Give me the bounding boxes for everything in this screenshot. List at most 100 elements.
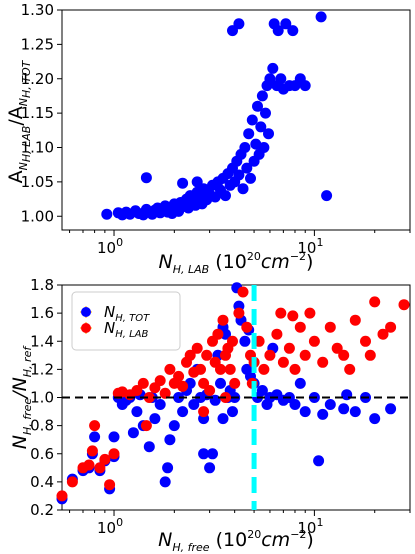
point-2-s1-1 <box>66 476 78 488</box>
point-2-s0-67 <box>349 406 361 418</box>
point-2-s1-69 <box>140 420 152 432</box>
ytick-label-1-1: 1.05 <box>21 173 54 191</box>
point-1-s0-53 <box>246 114 258 126</box>
point-1-s0-49 <box>239 142 251 153</box>
point-2-s0-10 <box>108 431 120 443</box>
point-2-s0-44 <box>227 406 238 418</box>
point-2-s1-57 <box>324 321 336 333</box>
point-1-s0-50 <box>241 162 253 174</box>
point-2-s1-62 <box>369 296 381 308</box>
point-2-s1-13 <box>131 385 143 396</box>
point-2-s1-22 <box>177 380 189 392</box>
point-2-s1-40 <box>229 377 241 389</box>
point-2-s0-54 <box>256 385 268 396</box>
point-2-s1-74 <box>287 310 299 322</box>
point-2-s1-7 <box>99 453 111 465</box>
point-1-s0-74 <box>272 25 284 37</box>
point-1-s0-63 <box>263 128 274 140</box>
top-y-axis-label: ANH, LAB/ANH, TOT <box>5 59 33 183</box>
point-2-s0-26 <box>173 392 185 403</box>
top-panel: 1.00 1.05 1.10 1.15 1.20 1.25 1.30 100 101 NH, … <box>5 1 411 276</box>
ytick-label-2-6: 1.4 <box>30 332 54 350</box>
point-2-s1-29 <box>201 349 213 361</box>
point-1-s0-65 <box>267 62 279 74</box>
point-1-s0-81 <box>140 172 152 184</box>
bottom-x-axis-label: NH, free (1020cm−2) <box>158 528 314 554</box>
point-2-s1-19 <box>164 363 176 375</box>
point-2-s1-43 <box>241 321 253 333</box>
ytick-label-1-3: 1.15 <box>21 104 54 122</box>
point-2-s0-71 <box>313 455 325 467</box>
point-2-s1-41 <box>233 307 245 319</box>
point-2-s1-53 <box>294 321 306 333</box>
point-2-s1-34 <box>215 363 226 375</box>
point-2-s1-48 <box>264 349 276 361</box>
point-2-s0-23 <box>162 462 174 474</box>
point-1-s0-52 <box>245 172 256 184</box>
point-2-s0-36 <box>207 448 218 460</box>
point-2-s1-61 <box>360 335 371 347</box>
legend-lab-marker <box>81 323 91 333</box>
point-2-s1-30 <box>204 385 216 396</box>
point-2-s0-24 <box>164 434 176 446</box>
point-1-s0-78 <box>227 25 238 37</box>
legend-lab-label: NH, LAB <box>104 319 149 340</box>
legend-box <box>71 291 181 351</box>
point-1-s0-56 <box>252 100 263 112</box>
point-2-s0-37 <box>209 394 221 406</box>
ytick-label-1-6: 1.30 <box>21 1 54 19</box>
point-2-s1-50 <box>277 356 289 368</box>
point-2-s1-70 <box>198 406 210 418</box>
point-2-s1-17 <box>154 375 166 387</box>
point-2-s0-14 <box>127 427 139 439</box>
point-1-s0-61 <box>260 107 271 119</box>
point-1-s0-0 <box>101 208 113 220</box>
point-2-s1-65 <box>398 299 410 311</box>
point-2-s1-64 <box>385 321 397 333</box>
point-2-s1-4 <box>86 445 98 457</box>
ytick-label-2-0: 0.2 <box>30 501 54 519</box>
top-y-ticks: 1.00 1.05 1.10 1.15 1.20 1.25 1.30 <box>21 1 62 225</box>
point-1-s0-67 <box>275 73 287 85</box>
legend-tot-marker <box>81 307 91 317</box>
point-2-s1-58 <box>331 342 343 354</box>
point-2-s1-27 <box>195 363 206 375</box>
point-1-s0-40 <box>220 190 231 202</box>
point-1-s0-51 <box>243 128 255 140</box>
ytick-label-2-3: 0.8 <box>30 417 54 435</box>
point-2-s0-66 <box>338 403 350 415</box>
point-2-s1-39 <box>227 335 238 347</box>
point-2-s0-35 <box>204 462 216 474</box>
point-2-s0-21 <box>154 399 166 410</box>
point-2-s0-70 <box>385 403 397 415</box>
ytick-label-1-4: 1.20 <box>21 70 54 88</box>
legend: NH, TOT NH, LAB <box>71 291 181 351</box>
point-2-s1-63 <box>377 328 389 340</box>
point-2-s0-72 <box>341 389 353 401</box>
point-2-s1-38 <box>224 363 236 375</box>
point-2-s1-56 <box>317 356 329 368</box>
point-2-s1-14 <box>137 377 149 389</box>
point-2-s1-68 <box>364 349 376 361</box>
point-1-s0-59 <box>256 90 268 102</box>
point-2-s1-47 <box>258 363 270 375</box>
xtick-label-2-0: 100 <box>97 516 123 537</box>
point-2-s1-59 <box>338 349 350 361</box>
point-1-s0-64 <box>264 73 276 85</box>
point-2-s0-30 <box>188 399 200 410</box>
ytick-label-1-0: 1.00 <box>21 207 54 225</box>
point-1-s0-60 <box>258 142 270 153</box>
point-2-s0-39 <box>215 377 226 389</box>
xtick-label-1-1: 101 <box>297 236 323 257</box>
point-2-s0-18 <box>143 441 155 453</box>
point-2-s1-33 <box>212 328 224 340</box>
point-2-s0-25 <box>168 420 180 432</box>
point-2-s1-6 <box>94 462 106 474</box>
point-2-s0-41 <box>220 328 231 340</box>
ytick-label-1-2: 1.10 <box>21 139 54 157</box>
top-points <box>101 11 333 221</box>
top-plot-frame <box>61 9 411 231</box>
point-2-s1-52 <box>289 363 301 375</box>
point-1-s0-83 <box>177 177 189 189</box>
